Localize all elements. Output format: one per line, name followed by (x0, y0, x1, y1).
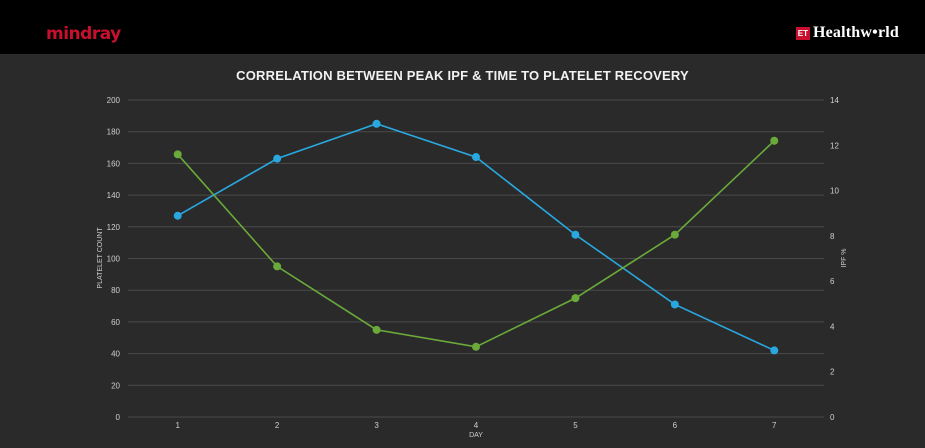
series-1-point (173, 211, 182, 220)
series-2-point (273, 262, 282, 271)
y2-tick-label: 8 (830, 232, 835, 241)
x-tick-label: 3 (374, 421, 379, 430)
healthworld-text: Healthw•rld (812, 24, 899, 41)
mindray-logo: mindray (46, 24, 121, 44)
y-tick-label: 140 (107, 191, 121, 200)
series-1-point (372, 119, 381, 128)
grid-lines (128, 99, 824, 418)
y-axis-label: PLATELET COUNT (97, 227, 104, 289)
series-group (173, 119, 779, 355)
y2-tick-label: 14 (830, 96, 839, 105)
header-bar: mindray ET Healthw•rld (0, 0, 925, 54)
series-1-point (770, 346, 779, 355)
y2-tick-label: 0 (830, 413, 835, 422)
right-axis-ticks: 0 2 4 6 8 10 12 14 (830, 96, 839, 422)
y2-axis-label: IPF % (841, 248, 848, 267)
et-badge: ET (795, 26, 810, 40)
chart-title: CORRELATION BETWEEN PEAK IPF & TIME TO P… (236, 68, 689, 83)
series-2-point (372, 325, 381, 334)
y2-tick-label: 6 (830, 277, 835, 286)
y2-tick-label: 10 (830, 187, 839, 196)
y-tick-label: 80 (111, 286, 120, 295)
y-tick-label: 100 (107, 255, 121, 264)
series-1-point (472, 153, 480, 162)
y-tick-label: 160 (107, 159, 121, 168)
x-tick-label: 6 (673, 421, 678, 430)
healthworld-logo: ET Healthw•rld (795, 24, 899, 42)
x-axis-label: DAY (469, 432, 483, 439)
y-tick-label: 20 (111, 381, 120, 390)
y-tick-label: 180 (107, 128, 121, 137)
y-tick-label: 0 (116, 413, 121, 422)
x-tick-label: 2 (275, 421, 280, 430)
series-line-2 (177, 140, 775, 348)
series-2-point (173, 150, 182, 159)
series-2-point (670, 230, 679, 239)
x-tick-label: 1 (175, 421, 180, 430)
x-tick-label: 5 (573, 421, 578, 430)
x-axis-ticks: 1 2 3 4 5 6 7 (175, 421, 777, 430)
y-tick-label: 120 (107, 223, 121, 232)
y-tick-label: 60 (111, 318, 120, 327)
x-tick-label: 4 (474, 421, 479, 430)
y2-tick-label: 4 (830, 322, 835, 331)
y-tick-label: 40 (111, 350, 120, 359)
y2-tick-label: 12 (830, 141, 839, 150)
x-tick-label: 7 (772, 421, 777, 430)
y-tick-label: 200 (107, 96, 121, 105)
series-1-point (571, 230, 580, 239)
series-2-point (571, 294, 580, 303)
series-1-point (670, 300, 679, 309)
left-axis-ticks: 0 20 40 60 80 100 120 140 160 180 200 (107, 96, 121, 422)
series-2-point (770, 136, 779, 145)
series-1-point (273, 154, 282, 163)
series-2-point (472, 342, 480, 351)
y2-tick-label: 2 (830, 368, 835, 377)
